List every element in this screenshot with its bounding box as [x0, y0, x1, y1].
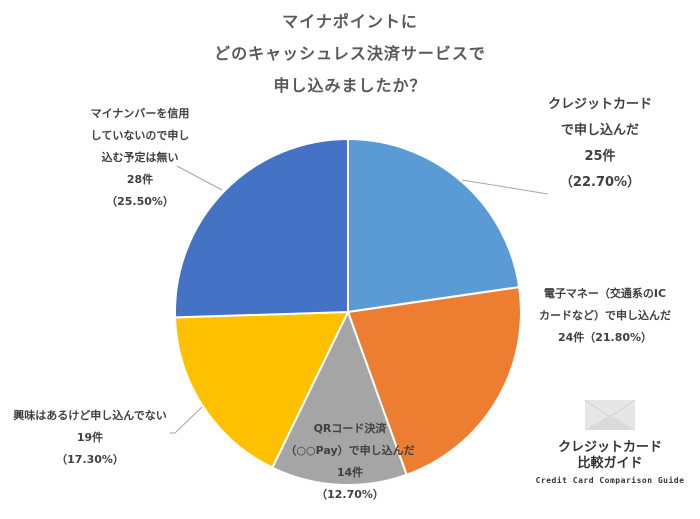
label-distrust-line-1: マイナンバーを信用: [90, 107, 190, 120]
pie-slice-0: [347, 137, 521, 314]
chart-title-line-3: 申し込みましたか？: [273, 76, 427, 95]
label-interested-percent: （17.30%）: [56, 453, 124, 466]
chart-title-line-2: どのキャッシュレス決済サービスで: [214, 44, 486, 63]
label-qr: QRコード決済 （○○Pay）で申し込んだ 14件 （12.70%）: [265, 418, 435, 506]
label-interested-count: 19件: [76, 431, 104, 444]
label-emoney-line-2: カードなど）で申し込んだ: [539, 309, 671, 322]
label-qr-line-2: （○○Pay）で申し込んだ: [285, 444, 415, 457]
label-distrust-percent: （25.50%）: [106, 195, 174, 208]
label-interested-line-1: 興味はあるけど申し込んでない: [13, 409, 167, 422]
leader-lines: [170, 165, 549, 434]
leader-line-distrust: [176, 165, 223, 191]
label-emoney: 電子マネー（交通系のIC カードなど）で申し込んだ 24件（21.80%）: [525, 283, 685, 349]
label-qr-count: 14件: [336, 466, 364, 479]
pie-slice-2: [271, 309, 408, 486]
label-qr-line-1: QRコード決済: [313, 422, 387, 435]
label-credit-line-2: で申し込んだ: [560, 123, 639, 138]
label-credit-percent: （22.70%）: [559, 175, 641, 190]
logo-en: Credit Card Comparison Guide: [535, 476, 685, 485]
label-distrust-line-3: 込む予定は無い: [101, 151, 179, 164]
leader-line-interested: [170, 406, 203, 434]
site-logo: クレジットカード 比較ガイド Credit Card Comparison Gu…: [525, 399, 695, 485]
label-distrust: マイナンバーを信用 していないので申し 込む予定は無い 28件 （25.50%）: [70, 103, 210, 213]
pie-slice-3: [174, 310, 350, 469]
label-qr-percent: （12.70%）: [316, 488, 384, 501]
label-credit-line-1: クレジットカード: [547, 97, 652, 112]
chart-title-line-1: マイナポイントに: [282, 12, 418, 31]
pie-slice-1: [346, 285, 522, 477]
label-interested: 興味はあるけど申し込んでない 19件 （17.30%）: [0, 405, 180, 471]
label-credit-count: 25件: [584, 149, 616, 164]
pie-slices: [174, 137, 522, 486]
label-emoney-count: 24件（21.80%）: [557, 331, 653, 344]
logo-jp-line-2: 比較ガイド: [577, 456, 643, 471]
pie-slice-4: [174, 137, 349, 319]
label-distrust-count: 28件: [126, 173, 154, 186]
label-credit-card: クレジットカード で申し込んだ 25件 （22.70%）: [520, 92, 680, 196]
label-distrust-line-2: していないので申し: [90, 129, 190, 142]
logo-jp-line-1: クレジットカード: [557, 440, 662, 455]
envelope-icon: [584, 399, 636, 430]
label-emoney-line-1: 電子マネー（交通系のIC: [543, 287, 667, 300]
leader-line-credit: [461, 179, 549, 195]
